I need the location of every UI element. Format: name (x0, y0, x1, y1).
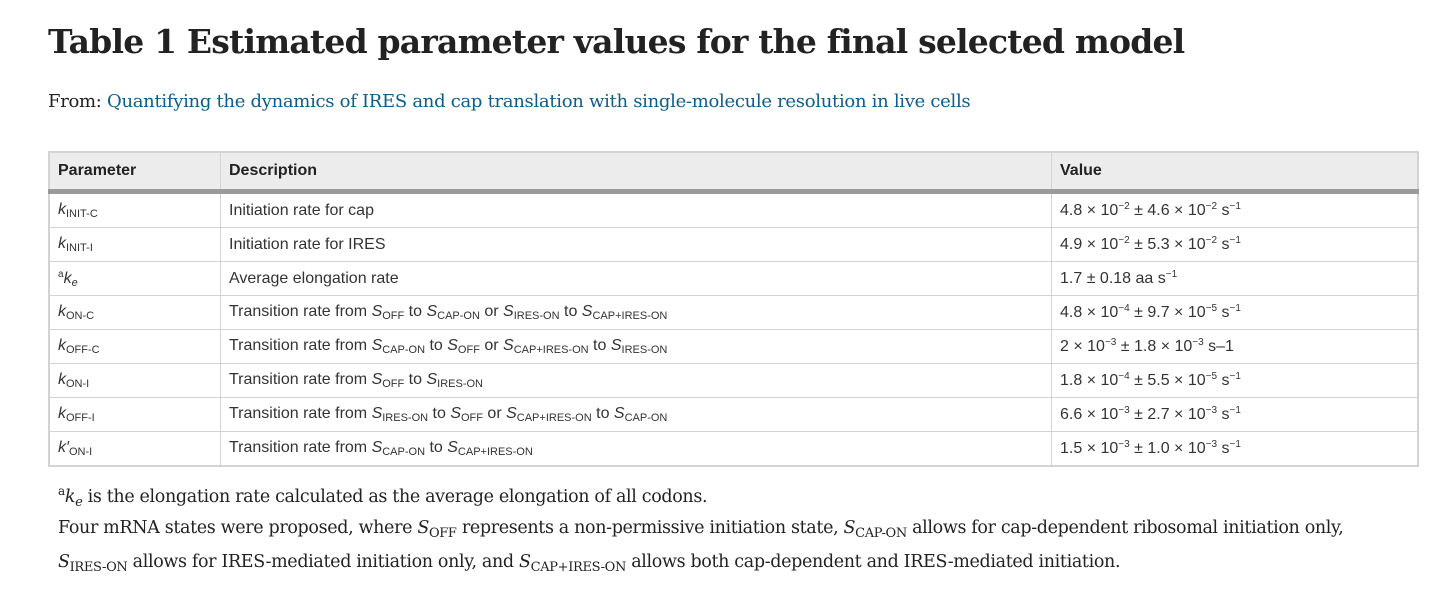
table-row: kINIT-I Initiation rate for IRES 4.9 × 10−… (49, 227, 1418, 262)
parameter-cell: kOFF-C (49, 329, 221, 364)
value-cell: 6.6 × 10−3 ± 2.7 × 10−3 s−1 (1051, 397, 1418, 432)
value-cell: 4.9 × 10−2 ± 5.3 × 10−2 s−1 (1051, 227, 1418, 262)
description-cell: Transition rate from SIRES-ON to SOFF or… (220, 397, 1052, 432)
value-cell: 2 × 10−3 ± 1.8 × 10−3 s–1 (1051, 329, 1418, 364)
header-parameter[interactable]: Parameter (49, 152, 221, 194)
value-cell: 1.8 × 10−4 ± 5.5 × 10−5 s−1 (1051, 363, 1418, 398)
table-row: kOFF-C Transition rate from SCAP-ON to SO… (49, 329, 1418, 364)
value-cell: 4.8 × 10−2 ± 4.6 × 10−2 s−1 (1051, 191, 1418, 228)
parameter-cell: kON-I (49, 363, 221, 398)
source-line: From: Quantifying the dynamics of IRES a… (48, 91, 971, 112)
table-row: kON-I Transition rate from SOFF to SIRES-… (49, 363, 1418, 398)
value-cell: 1.5 × 10−3 ± 1.0 × 10−3 s−1 (1051, 431, 1418, 467)
header-row: Parameter Description Value (49, 152, 1418, 194)
parameter-cell: ake (49, 261, 221, 296)
header-value[interactable]: Value (1051, 152, 1418, 194)
table-row: ake Average elongation rate 1.7 ± 0.18 aa … (49, 261, 1418, 296)
parameter-cell: kOFF-I (49, 397, 221, 432)
description-cell: Initiation rate for cap (220, 191, 1052, 228)
parameter-cell: kINIT-C (49, 191, 221, 228)
table-row: kINIT-C Initiation rate for cap 4.8 × 10−2… (49, 191, 1418, 228)
table-body: kINIT-C Initiation rate for cap 4.8 × 10−2… (49, 191, 1418, 467)
table-row: kON-C Transition rate from SOFF to SCAP-O… (49, 295, 1418, 330)
description-cell: Initiation rate for IRES (220, 227, 1052, 262)
parameter-cell: k′ON-I (49, 431, 221, 467)
footnote-states-line-1: Four mRNA states were proposed, where SO… (58, 518, 1344, 541)
from-label: From: (48, 91, 107, 112)
description-cell: Transition rate from SOFF to SIRES-ON (220, 363, 1052, 398)
parameter-table: Parameter Description Value kINIT-C Initi… (48, 151, 1419, 467)
value-cell: 1.7 ± 0.18 aa s−1 (1051, 261, 1418, 296)
footnote-states-line-2: SIRES-ON allows for IRES-mediated initia… (58, 552, 1121, 575)
table-row: kOFF-I Transition rate from SIRES-ON to S… (49, 397, 1418, 432)
description-cell: Transition rate from SCAP-ON to SCAP+IRE… (220, 431, 1052, 467)
description-cell: Transition rate from SCAP-ON to SOFF or … (220, 329, 1052, 364)
table-row: k′ON-I Transition rate from SCAP-ON to SC… (49, 431, 1418, 467)
footnote-elongation: ake is the elongation rate calculated as… (58, 484, 708, 510)
parameter-cell: kINIT-I (49, 227, 221, 262)
description-cell: Average elongation rate (220, 261, 1052, 296)
value-cell: 4.8 × 10−4 ± 9.7 × 10−5 s−1 (1051, 295, 1418, 330)
page-title: Table 1 Estimated parameter values for t… (48, 22, 1185, 61)
description-cell: Transition rate from SOFF to SCAP-ON or … (220, 295, 1052, 330)
header-description[interactable]: Description (220, 152, 1052, 194)
source-article-link[interactable]: Quantifying the dynamics of IRES and cap… (107, 91, 971, 112)
parameter-cell: kON-C (49, 295, 221, 330)
